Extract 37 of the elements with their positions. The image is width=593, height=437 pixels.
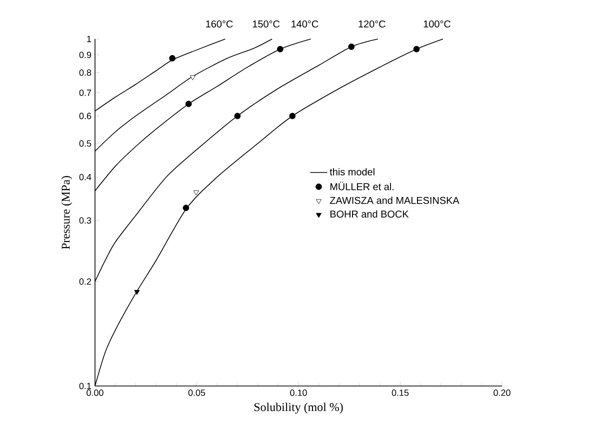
point [190, 75, 196, 80]
point [277, 46, 284, 52]
point [182, 204, 190, 212]
y-tick-label: 0.1 [79, 382, 92, 390]
annotation: 160°C [206, 20, 233, 28]
x-tick-label: 0.00 [86, 390, 104, 396]
y-tick-label: 0.9 [79, 52, 92, 58]
x-tick-label: 0.20 [494, 390, 510, 396]
point [185, 100, 192, 108]
x-tick-label: 0.10 [290, 390, 307, 396]
y-tick-label: 0.3 [79, 217, 92, 224]
point [289, 112, 296, 120]
legend-label: MÜLLER et al. [330, 182, 394, 190]
x-axis-title: Solubility (mol %) [254, 402, 343, 414]
y-tick-label: 0.5 [79, 140, 92, 147]
annotation: 120°C [358, 20, 386, 28]
y-tick-label: 0.7 [79, 90, 92, 96]
point [169, 55, 176, 62]
legend-label: ZAWISZA and MALESINSKA [330, 196, 460, 204]
point [413, 46, 420, 52]
x-tick-label: 0.05 [188, 390, 206, 396]
legend-label: this model [330, 168, 374, 176]
point [348, 44, 355, 50]
point [234, 112, 241, 120]
point [193, 190, 199, 196]
y-axis-title: Pressure (MPa) [61, 176, 72, 250]
y-tick-label: 0.6 [79, 112, 92, 120]
annotation: 150°C [252, 20, 280, 28]
y-tick-label: 0.8 [79, 69, 92, 76]
point [134, 290, 140, 295]
y-tick-label: 0.4 [79, 174, 92, 180]
annotation: 100°C [424, 20, 451, 28]
y-tick-label: 0.2 [79, 278, 92, 285]
legend-label: BOHR and BOCK [330, 210, 409, 218]
y-tick-label: 1 [87, 36, 92, 42]
annotation: 140°C [292, 20, 318, 28]
x-tick-label: 0.15 [392, 390, 409, 396]
